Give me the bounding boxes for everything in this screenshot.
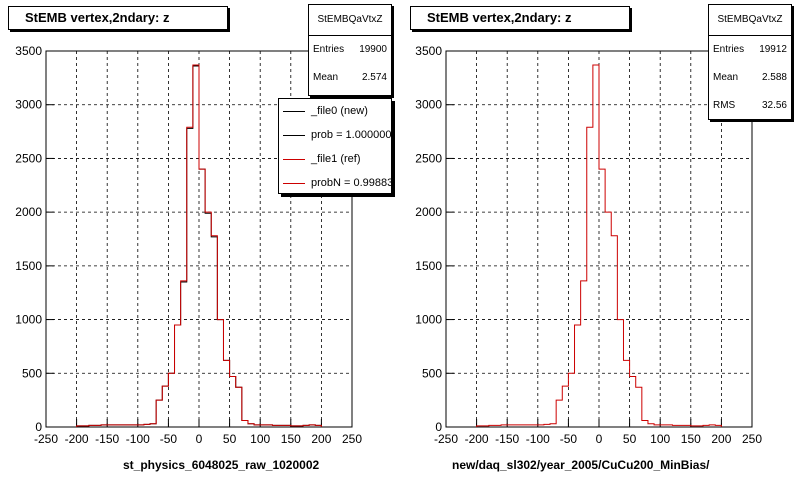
panel-2-y-tick-label: 0 [435,420,442,434]
panel-2-x-tick-label: -200 [465,432,489,446]
panel-2-y-tick-label: 500 [422,366,442,380]
panel-2-x-tick-label: -150 [495,432,519,446]
panel-2-series-1-histogram [476,64,722,427]
panel-2-y-tick-label: 3500 [415,44,442,58]
panel-1-y-tick-label: 500 [22,366,42,380]
stats-label: Entries [313,44,345,55]
panel-2-x-tick-label: 50 [623,432,637,446]
panel-2-stats-rms: RMS 32.56 [709,92,791,120]
panel-1-y-tick-label: 1000 [15,313,42,327]
panel-1-x-tick-label: 200 [311,432,331,446]
legend-item-probn: probN = 0.998834 [279,171,392,193]
stats-label: RMS [713,100,736,111]
panel-1-x-tick-label: 100 [250,432,270,446]
panel-1-x-tick-label: -50 [160,432,178,446]
panel-1-x-tick-label: 150 [281,432,301,446]
panel-2-title: StEMB vertex,2ndary: z [410,6,630,30]
panel-2-y-tick-label: 1500 [415,259,442,273]
legend-line-swatch [283,183,305,184]
panel-2-stats-name: StEMBQaVtxZ [709,5,791,36]
panel-2-x-tick-label: 200 [711,432,731,446]
stats-value: 19912 [759,44,787,55]
panel-2-y-tick-label: 1000 [415,313,442,327]
panel-1-y-tick-label: 0 [35,420,42,434]
stats-label: Mean [713,72,739,83]
legend-item-prob: prob = 1.000000 [279,123,391,147]
legend-line-swatch [283,135,305,136]
panel-1-x-tick-label: -150 [95,432,119,446]
panel-1-y-tick-label: 2500 [15,151,42,165]
legend-label: _file0 (new) [311,105,368,117]
panel-1-legend: _file0 (new) prob = 1.000000 _file1 (ref… [278,98,392,194]
panel-1-x-tick-label: 0 [196,432,203,446]
panel-2-x-tick-label: 250 [742,432,762,446]
panel-1-y-tick-label: 3000 [15,98,42,112]
stats-value: 2.574 [361,72,387,83]
panel-2-x-tick-label: 0 [596,432,603,446]
stats-value: 2.588 [761,72,787,83]
panel-2-x-tick-label: -100 [526,432,550,446]
panel-1-title-text: StEMB vertex,2ndary: z [25,10,170,25]
legend-line-swatch [283,111,305,112]
panel-2-y-tick-label: 3000 [415,98,442,112]
panel-2-y-tick-label: 2500 [415,151,442,165]
panel-1-x-tick-label: 250 [342,432,362,446]
panel-1-xlabel: st_physics_6048025_raw_1020002 [123,458,320,472]
panel-2-stats-mean: Mean 2.588 [709,64,791,92]
panel-1-y-tick-label: 1500 [15,259,42,273]
panel-1-y-tick-label: 2000 [15,205,42,219]
legend-label: _file1 (ref) [311,153,361,165]
panel-2-stats-entries: Entries 19912 [709,36,791,64]
panel-1-stats-name: StEMBQaVtxZ [309,5,391,36]
stats-label: Entries [713,44,745,55]
panel-2-x-tick-label: 150 [681,432,701,446]
panel-2-title-text: StEMB vertex,2ndary: z [427,10,572,25]
panel-1-title: StEMB vertex,2ndary: z [8,6,228,30]
panel-1-x-tick-label: 50 [223,432,237,446]
stats-value: 19900 [359,44,387,55]
panel-2-x-tick-label: -50 [560,432,578,446]
panel-1-y-tick-label: 3500 [15,44,42,58]
panel-1-x-tick-label: -200 [65,432,89,446]
panel-1-x-tick-label: -100 [126,432,150,446]
panel-2-y-tick-label: 2000 [415,205,442,219]
legend-item-new: _file0 (new) [279,99,391,123]
panel-2-x-tick-label: 100 [650,432,670,446]
panel-1-stats-entries: Entries 19900 [309,36,391,64]
panel-1-x-tick-label: -250 [34,432,58,446]
panel-1-stats-box: StEMBQaVtxZ Entries 19900 Mean 2.574 [308,4,392,96]
panel-1-stats-mean: Mean 2.574 [309,64,391,92]
legend-item-ref: _file1 (ref) [279,147,391,171]
panel-2-stats-box: StEMBQaVtxZ Entries 19912 Mean 2.588 RMS… [708,4,792,120]
legend-label: prob = 1.000000 [311,129,392,141]
panel-2-xlabel: new/daq_sl302/year_2005/CuCu200_MinBias/ [452,458,710,472]
panel-2-x-tick-label: -250 [434,432,458,446]
legend-line-swatch [283,159,305,160]
stats-value: 32.56 [761,100,787,111]
stats-label: Mean [313,72,339,83]
legend-label: probN = 0.998834 [311,177,392,189]
panel-1-series-2-histogram [76,64,322,427]
